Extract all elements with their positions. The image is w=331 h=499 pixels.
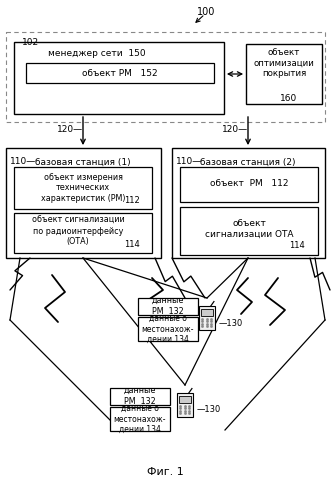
FancyBboxPatch shape — [180, 167, 318, 202]
FancyBboxPatch shape — [177, 393, 193, 417]
FancyBboxPatch shape — [14, 213, 152, 253]
Text: объект измерения
технических
характеристик (РМ): объект измерения технических характерист… — [41, 173, 125, 203]
Text: 102—: 102— — [22, 38, 48, 47]
Text: 114: 114 — [124, 240, 140, 249]
Text: 160: 160 — [280, 93, 297, 102]
Text: 112: 112 — [124, 196, 140, 205]
Text: объект сигнализации
по радиоинтерфейсу
(ОТА): объект сигнализации по радиоинтерфейсу (… — [32, 216, 124, 246]
FancyBboxPatch shape — [14, 42, 224, 114]
FancyBboxPatch shape — [179, 396, 191, 403]
Text: 110—: 110— — [10, 157, 36, 166]
FancyBboxPatch shape — [172, 148, 325, 258]
FancyBboxPatch shape — [6, 32, 325, 122]
Text: 110—: 110— — [176, 157, 202, 166]
Text: данные
РМ  132: данные РМ 132 — [152, 296, 184, 316]
FancyBboxPatch shape — [201, 309, 213, 316]
FancyBboxPatch shape — [14, 167, 152, 209]
Text: 114: 114 — [289, 241, 305, 250]
Text: 120—: 120— — [222, 126, 248, 135]
Text: базовая станция (2): базовая станция (2) — [200, 158, 296, 167]
Text: Фиг. 1: Фиг. 1 — [147, 467, 183, 477]
FancyBboxPatch shape — [138, 298, 198, 315]
FancyBboxPatch shape — [6, 148, 161, 258]
FancyBboxPatch shape — [246, 44, 322, 104]
Text: —130: —130 — [219, 318, 243, 327]
Text: объект
сигнализации ОТА: объект сигнализации ОТА — [205, 219, 293, 239]
Text: данные о
местонахож-
дении 134: данные о местонахож- дении 134 — [114, 404, 166, 434]
Text: менеджер сети  150: менеджер сети 150 — [48, 48, 146, 57]
FancyBboxPatch shape — [180, 207, 318, 255]
Text: 100: 100 — [197, 7, 215, 17]
Text: объект  РМ   112: объект РМ 112 — [210, 180, 288, 189]
FancyBboxPatch shape — [199, 306, 215, 330]
FancyBboxPatch shape — [110, 407, 170, 431]
Text: объект
оптимизации
покрытия: объект оптимизации покрытия — [254, 48, 314, 78]
FancyBboxPatch shape — [110, 388, 170, 405]
Text: данные о
местонахож-
дении 134: данные о местонахож- дении 134 — [142, 314, 194, 344]
Text: данные
РМ  132: данные РМ 132 — [124, 386, 156, 406]
Text: —130: —130 — [197, 406, 221, 415]
FancyBboxPatch shape — [26, 63, 214, 83]
Text: базовая станция (1): базовая станция (1) — [35, 158, 131, 167]
Text: 120—: 120— — [57, 126, 83, 135]
FancyBboxPatch shape — [138, 317, 198, 341]
Text: объект РМ   152: объект РМ 152 — [82, 68, 158, 77]
